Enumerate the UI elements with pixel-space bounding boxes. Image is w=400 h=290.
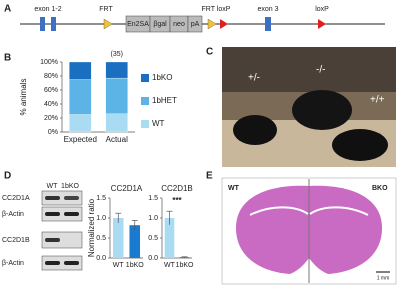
blot-row-label: CC2D1A (2, 195, 30, 202)
exon (51, 17, 56, 31)
blot-row-label: CC2D1B (2, 237, 30, 244)
panel-label: A (4, 4, 11, 15)
photo: +/- -/- +/+ (222, 47, 396, 167)
cassette-label: βgal (153, 21, 167, 28)
blot-row-label: β-Actin (2, 260, 24, 267)
bar (164, 218, 175, 258)
band (45, 212, 60, 216)
brain-section: WT BKO 1 mm (221, 177, 397, 285)
chart-title: CC2D1A (111, 184, 143, 193)
mouse (233, 115, 277, 145)
y-tick-label: 0% (48, 129, 58, 136)
blot-strip (41, 255, 83, 271)
x-tick-label: WT (113, 262, 125, 269)
legend-label: 1bHET (152, 96, 177, 105)
legend-swatch (141, 97, 149, 105)
y-tick-label: 40% (44, 101, 58, 108)
blot-row-label: β-Actin (2, 211, 24, 218)
cassette (187, 15, 203, 33)
x-tick-label: 1bKO (176, 262, 194, 269)
y-tick-label: 1.0 (148, 215, 158, 222)
y-tick-label: 0.0 (96, 255, 106, 262)
band (45, 196, 60, 200)
y-tick-label: 0.0 (148, 255, 158, 262)
x-tick-label: Actual (106, 135, 128, 144)
mouse (332, 129, 388, 161)
y-tick-label: 1.0 (96, 215, 106, 222)
legend-swatch (141, 120, 149, 128)
panel-label: B (4, 53, 11, 64)
band (64, 212, 79, 216)
x-tick-label: Expected (64, 135, 97, 144)
ventricle (249, 206, 369, 216)
cassette-label: neo (173, 21, 185, 28)
loxp-site (318, 19, 326, 29)
site-label: FRT (99, 6, 113, 13)
bar-segment (105, 61, 128, 79)
bar-segment (69, 61, 92, 80)
site-label: loxP (315, 6, 329, 13)
genotype-label: +/- (248, 73, 260, 84)
bar-segment (105, 77, 128, 114)
legend-swatch (141, 74, 149, 82)
genotype-label: +/+ (370, 95, 385, 106)
frt-site (103, 18, 113, 30)
blot-strip (41, 231, 83, 249)
bar (129, 225, 141, 258)
lane-label: WT (47, 183, 59, 190)
blot-strip (41, 206, 83, 222)
exon (40, 17, 45, 31)
construct: exon 1-2 FRT En2SA βgal neo pA FRT loxP … (20, 6, 385, 33)
y-tick-label: 0.5 (148, 235, 158, 242)
legend-label: WT (152, 119, 165, 128)
panel-label: D (4, 171, 11, 182)
loxp-site (220, 19, 228, 29)
bar-segment (69, 79, 92, 115)
western-blot: WT 1bKO CC2D1A β-Actin CC2D1B β-Actin (2, 183, 83, 271)
legend-label: 1bKO (152, 73, 172, 82)
cassette-label: pA (191, 21, 200, 28)
image-label: BKO (372, 185, 388, 192)
exon-label: exon 3 (257, 6, 278, 13)
band (45, 238, 60, 242)
y-axis-label: Normalized ratio (87, 198, 96, 257)
y-tick-label: 100% (40, 59, 58, 66)
x-tick-label: WT (164, 262, 176, 269)
y-tick-label: 20% (44, 115, 58, 122)
chart-title: CC2D1B (161, 184, 193, 193)
band (45, 261, 60, 265)
exon (265, 17, 271, 31)
genotype-label: -/- (316, 65, 325, 76)
panel-label: C (206, 47, 213, 58)
blot-strip (41, 190, 83, 206)
x-tick-label: 1bKO (126, 262, 144, 269)
lane-label: 1bKO (61, 183, 79, 190)
scale-label: 1 mm (377, 275, 390, 281)
panel-label: E (206, 171, 213, 182)
y-axis-label: % animals (19, 79, 28, 116)
band (64, 261, 79, 265)
bar-segment (69, 114, 92, 133)
y-tick-label: 1.5 (148, 195, 158, 202)
cassette-label: En2SA (127, 21, 149, 28)
y-tick-label: 60% (44, 87, 58, 94)
image-label: WT (228, 185, 240, 192)
significance: *** (172, 196, 182, 205)
frt-site (207, 18, 217, 30)
y-tick-label: 1.5 (96, 195, 106, 202)
photo-cage (222, 47, 396, 92)
y-tick-label: 0.5 (96, 235, 106, 242)
exon-label: exon 1-2 (34, 6, 61, 13)
y-tick-label: 80% (44, 73, 58, 80)
site-label: FRT loxP (202, 6, 231, 13)
bar-segment (105, 113, 128, 133)
bar (112, 218, 124, 258)
annotation: (35) (111, 51, 123, 58)
mouse (292, 90, 352, 130)
band (64, 196, 79, 200)
